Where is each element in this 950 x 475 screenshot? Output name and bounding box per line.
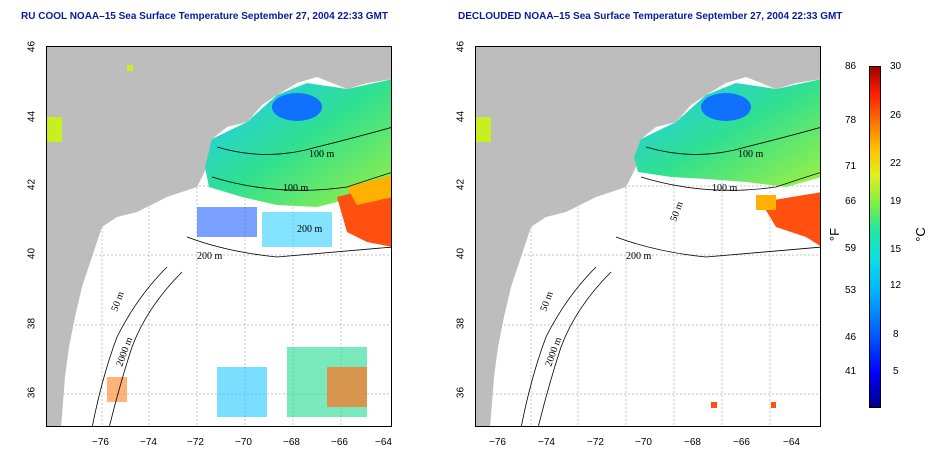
x-tick-label: −68 — [684, 437, 701, 448]
contour-label: 2000 m — [543, 336, 564, 368]
y-tick-label: 38 — [26, 317, 38, 330]
contour-label: 50 m — [538, 290, 555, 313]
isobath-contours — [520, 127, 820, 426]
x-tick-label: −72 — [187, 437, 204, 448]
land-mass — [47, 47, 391, 426]
y-tick-label: 38 — [455, 317, 467, 330]
left-map-title: RU COOL NOAA–15 Sea Surface Temperature … — [21, 11, 388, 22]
fahrenheit-tick: 86 — [845, 61, 857, 72]
sst-coastal-water — [634, 79, 820, 187]
x-tick-label: −64 — [783, 437, 800, 448]
right-map-panel: 100 m 100 m 50 m 200 m 50 m 2000 m — [475, 46, 821, 427]
contour-label: 200 m — [197, 251, 223, 262]
sst-warm-edge — [347, 175, 391, 205]
fahrenheit-tick: 78 — [845, 115, 857, 126]
x-tick-label: −66 — [331, 437, 348, 448]
x-tick-label: −70 — [235, 437, 252, 448]
y-tick-label: 40 — [455, 247, 467, 260]
celsius-tick: 5 — [893, 366, 899, 377]
left-map-canvas: 100 m 100 m 200 m 50 m 200 m 2000 m — [47, 47, 391, 426]
contour-label: 100 m — [283, 183, 309, 194]
right-map-title: DECLOUDED NOAA–15 Sea Surface Temperatur… — [458, 11, 843, 22]
fahrenheit-unit-label: °F — [827, 227, 843, 242]
celsius-tick: 26 — [890, 110, 902, 121]
left-map-panel: 100 m 100 m 200 m 50 m 200 m 2000 m — [46, 46, 392, 427]
contour-label: 50 m — [668, 200, 685, 223]
celsius-tick: 22 — [890, 158, 902, 169]
sst-cloud-noise — [47, 65, 367, 417]
land-mass — [476, 47, 820, 426]
x-tick-label: −76 — [489, 437, 506, 448]
fahrenheit-tick: 66 — [845, 196, 857, 207]
y-tick-label: 44 — [455, 110, 467, 123]
y-tick-label: 42 — [455, 178, 467, 191]
fahrenheit-tick: 41 — [845, 366, 857, 377]
sst-warm-edge — [756, 195, 776, 210]
y-tick-label: 36 — [26, 386, 38, 399]
contour-label: 50 m — [109, 290, 126, 313]
celsius-tick: 30 — [890, 61, 902, 72]
celsius-tick: 19 — [890, 196, 902, 207]
x-tick-label: −72 — [587, 437, 604, 448]
sst-warm-pixel — [771, 402, 776, 408]
celsius-tick: 8 — [893, 329, 899, 340]
sst-coastal-patch — [476, 117, 491, 142]
isobath-contours — [91, 127, 391, 426]
sst-warm-pixel — [711, 402, 717, 408]
celsius-tick: 12 — [890, 280, 902, 291]
fahrenheit-tick: 46 — [845, 332, 857, 343]
x-tick-label: −74 — [538, 437, 555, 448]
sst-coastal-water — [205, 79, 391, 207]
right-map-canvas: 100 m 100 m 50 m 200 m 50 m 2000 m — [476, 47, 820, 426]
y-tick-label: 46 — [26, 40, 38, 53]
y-tick-label: 36 — [455, 386, 467, 399]
contour-label: 100 m — [712, 183, 738, 194]
x-tick-label: −74 — [140, 437, 157, 448]
x-tick-label: −68 — [283, 437, 300, 448]
x-tick-label: −76 — [92, 437, 109, 448]
celsius-tick: 15 — [890, 244, 902, 255]
fahrenheit-tick: 53 — [845, 285, 857, 296]
contour-label: 100 m — [309, 149, 335, 160]
fahrenheit-tick: 71 — [845, 161, 857, 172]
x-tick-label: −66 — [733, 437, 750, 448]
contour-label: 200 m — [297, 224, 323, 235]
contour-label: 100 m — [738, 149, 764, 160]
sst-cold-patch — [701, 93, 751, 121]
contour-label: 2000 m — [114, 336, 135, 368]
y-tick-label: 44 — [26, 110, 38, 123]
celsius-unit-label: °C — [912, 227, 928, 242]
sst-cold-patch — [272, 93, 322, 121]
y-tick-label: 42 — [26, 178, 38, 191]
y-tick-label: 46 — [455, 40, 467, 53]
contour-label: 200 m — [626, 251, 652, 262]
y-tick-label: 40 — [26, 247, 38, 260]
x-tick-label: −64 — [375, 437, 392, 448]
temperature-colorbar — [869, 66, 881, 408]
x-tick-label: −70 — [635, 437, 652, 448]
fahrenheit-tick: 59 — [845, 243, 857, 254]
